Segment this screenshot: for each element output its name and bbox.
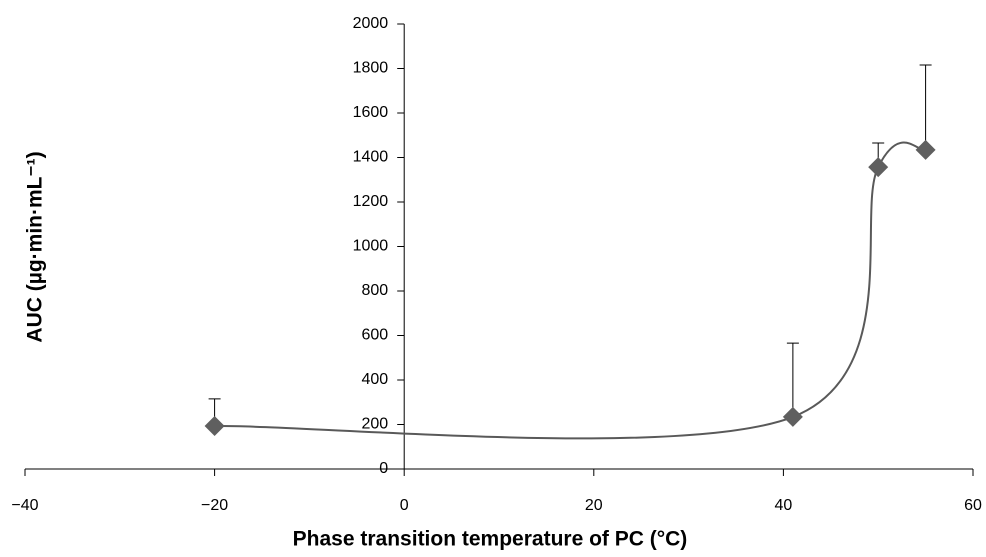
x-tick-label: 0 <box>400 497 409 514</box>
error-bar <box>919 64 932 150</box>
y-tick-label: 1600 <box>353 104 389 121</box>
y-tick-label: 1400 <box>353 149 389 166</box>
y-tick-label: 1200 <box>353 193 389 210</box>
x-tick-label: −20 <box>201 497 228 514</box>
y-tick-label: 1800 <box>353 60 389 77</box>
marker <box>204 416 225 437</box>
y-tick-label: 200 <box>361 416 388 433</box>
marker <box>915 139 936 160</box>
y-tick-label: 400 <box>361 371 388 388</box>
marker <box>782 406 803 427</box>
y-axis-title: AUC (µg·min·mL⁻¹) <box>24 151 47 342</box>
y-tick-label: 2000 <box>353 15 389 32</box>
x-tick-label: −40 <box>11 497 38 514</box>
y-tick-label: 600 <box>361 327 388 344</box>
x-tick-label: 40 <box>775 497 793 514</box>
y-tick-label: 800 <box>361 282 388 299</box>
y-tick-label: 0 <box>379 460 388 477</box>
x-axis-title: Phase transition temperature of PC (°C) <box>293 528 688 551</box>
x-tick-label: 60 <box>964 497 982 514</box>
error-bar <box>786 342 799 417</box>
marker <box>868 157 889 178</box>
trend-line <box>214 141 926 440</box>
x-tick-label: 20 <box>585 497 603 514</box>
y-tick-label: 1000 <box>353 238 389 255</box>
